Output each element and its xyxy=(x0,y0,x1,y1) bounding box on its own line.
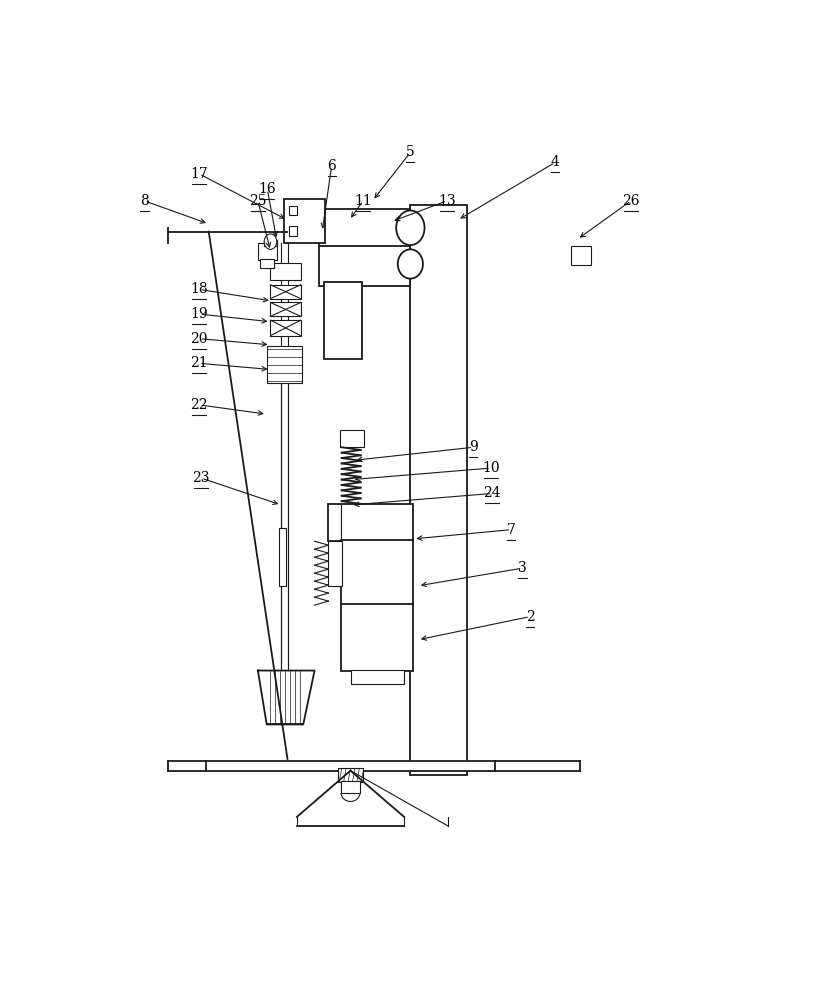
Bar xyxy=(280,528,285,586)
Bar xyxy=(285,199,325,243)
Polygon shape xyxy=(258,671,315,724)
Bar xyxy=(319,209,411,286)
Text: 6: 6 xyxy=(327,159,336,173)
Text: 23: 23 xyxy=(193,471,210,485)
Bar xyxy=(289,206,297,215)
Bar xyxy=(338,768,363,782)
Text: 22: 22 xyxy=(190,398,208,412)
Text: 16: 16 xyxy=(259,182,276,196)
Bar xyxy=(328,541,342,586)
Text: 9: 9 xyxy=(469,440,478,454)
Text: 26: 26 xyxy=(622,194,640,208)
Text: 11: 11 xyxy=(354,194,372,208)
Bar xyxy=(340,430,363,447)
Bar xyxy=(264,240,276,246)
Bar xyxy=(328,504,413,541)
Bar xyxy=(271,320,301,336)
Bar xyxy=(337,505,366,517)
Circle shape xyxy=(264,234,276,249)
Ellipse shape xyxy=(396,210,424,245)
Bar xyxy=(271,263,301,280)
Text: 8: 8 xyxy=(140,194,149,208)
Ellipse shape xyxy=(398,249,423,279)
Bar xyxy=(571,246,591,265)
Bar xyxy=(258,243,276,260)
Text: 2: 2 xyxy=(526,610,534,624)
Text: 21: 21 xyxy=(190,356,208,370)
Text: 17: 17 xyxy=(190,167,208,181)
Text: 25: 25 xyxy=(249,194,267,208)
Bar xyxy=(341,781,360,793)
Bar xyxy=(271,285,301,299)
Text: 18: 18 xyxy=(190,282,208,296)
Bar xyxy=(341,540,413,605)
Bar xyxy=(271,302,301,316)
Bar xyxy=(341,604,413,671)
Bar xyxy=(289,226,297,235)
Text: 7: 7 xyxy=(506,523,515,537)
Bar xyxy=(267,346,302,383)
Bar xyxy=(260,259,274,268)
Bar xyxy=(411,205,467,774)
Text: 19: 19 xyxy=(190,307,208,321)
Text: 24: 24 xyxy=(484,486,501,500)
Bar xyxy=(206,761,495,771)
Text: 5: 5 xyxy=(406,145,415,159)
Text: 4: 4 xyxy=(551,155,559,169)
Text: 20: 20 xyxy=(190,332,208,346)
Text: 3: 3 xyxy=(518,561,527,575)
Text: 13: 13 xyxy=(438,194,456,208)
Text: 10: 10 xyxy=(482,461,500,475)
Bar xyxy=(350,670,404,684)
Bar xyxy=(324,282,362,359)
